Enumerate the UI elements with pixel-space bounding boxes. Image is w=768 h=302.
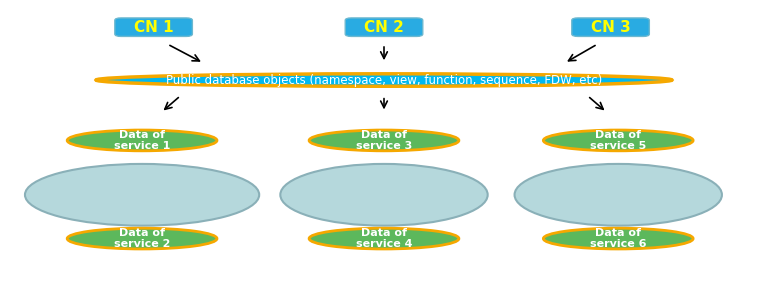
Ellipse shape (67, 130, 217, 151)
Ellipse shape (309, 228, 458, 249)
Text: Public database objects (namespace, view, function, sequence, FDW, etc): Public database objects (namespace, view… (166, 73, 602, 87)
FancyBboxPatch shape (346, 18, 422, 37)
Ellipse shape (67, 228, 217, 249)
Ellipse shape (25, 164, 259, 226)
Ellipse shape (280, 164, 488, 226)
Text: Data of
service 2: Data of service 2 (114, 228, 170, 249)
FancyBboxPatch shape (571, 18, 650, 37)
Ellipse shape (544, 130, 693, 151)
Ellipse shape (309, 130, 458, 151)
Text: Data of
service 4: Data of service 4 (356, 228, 412, 249)
Ellipse shape (544, 228, 693, 249)
Ellipse shape (515, 164, 722, 226)
Text: CN 2: CN 2 (364, 20, 404, 35)
Text: CN 1: CN 1 (134, 20, 174, 35)
Text: Data of
service 1: Data of service 1 (114, 130, 170, 151)
Text: Data of
service 6: Data of service 6 (590, 228, 647, 249)
Text: CN 3: CN 3 (591, 20, 631, 35)
Ellipse shape (96, 74, 672, 86)
Text: Data of
service 3: Data of service 3 (356, 130, 412, 151)
Text: Data of
service 5: Data of service 5 (590, 130, 647, 151)
FancyBboxPatch shape (115, 18, 192, 37)
